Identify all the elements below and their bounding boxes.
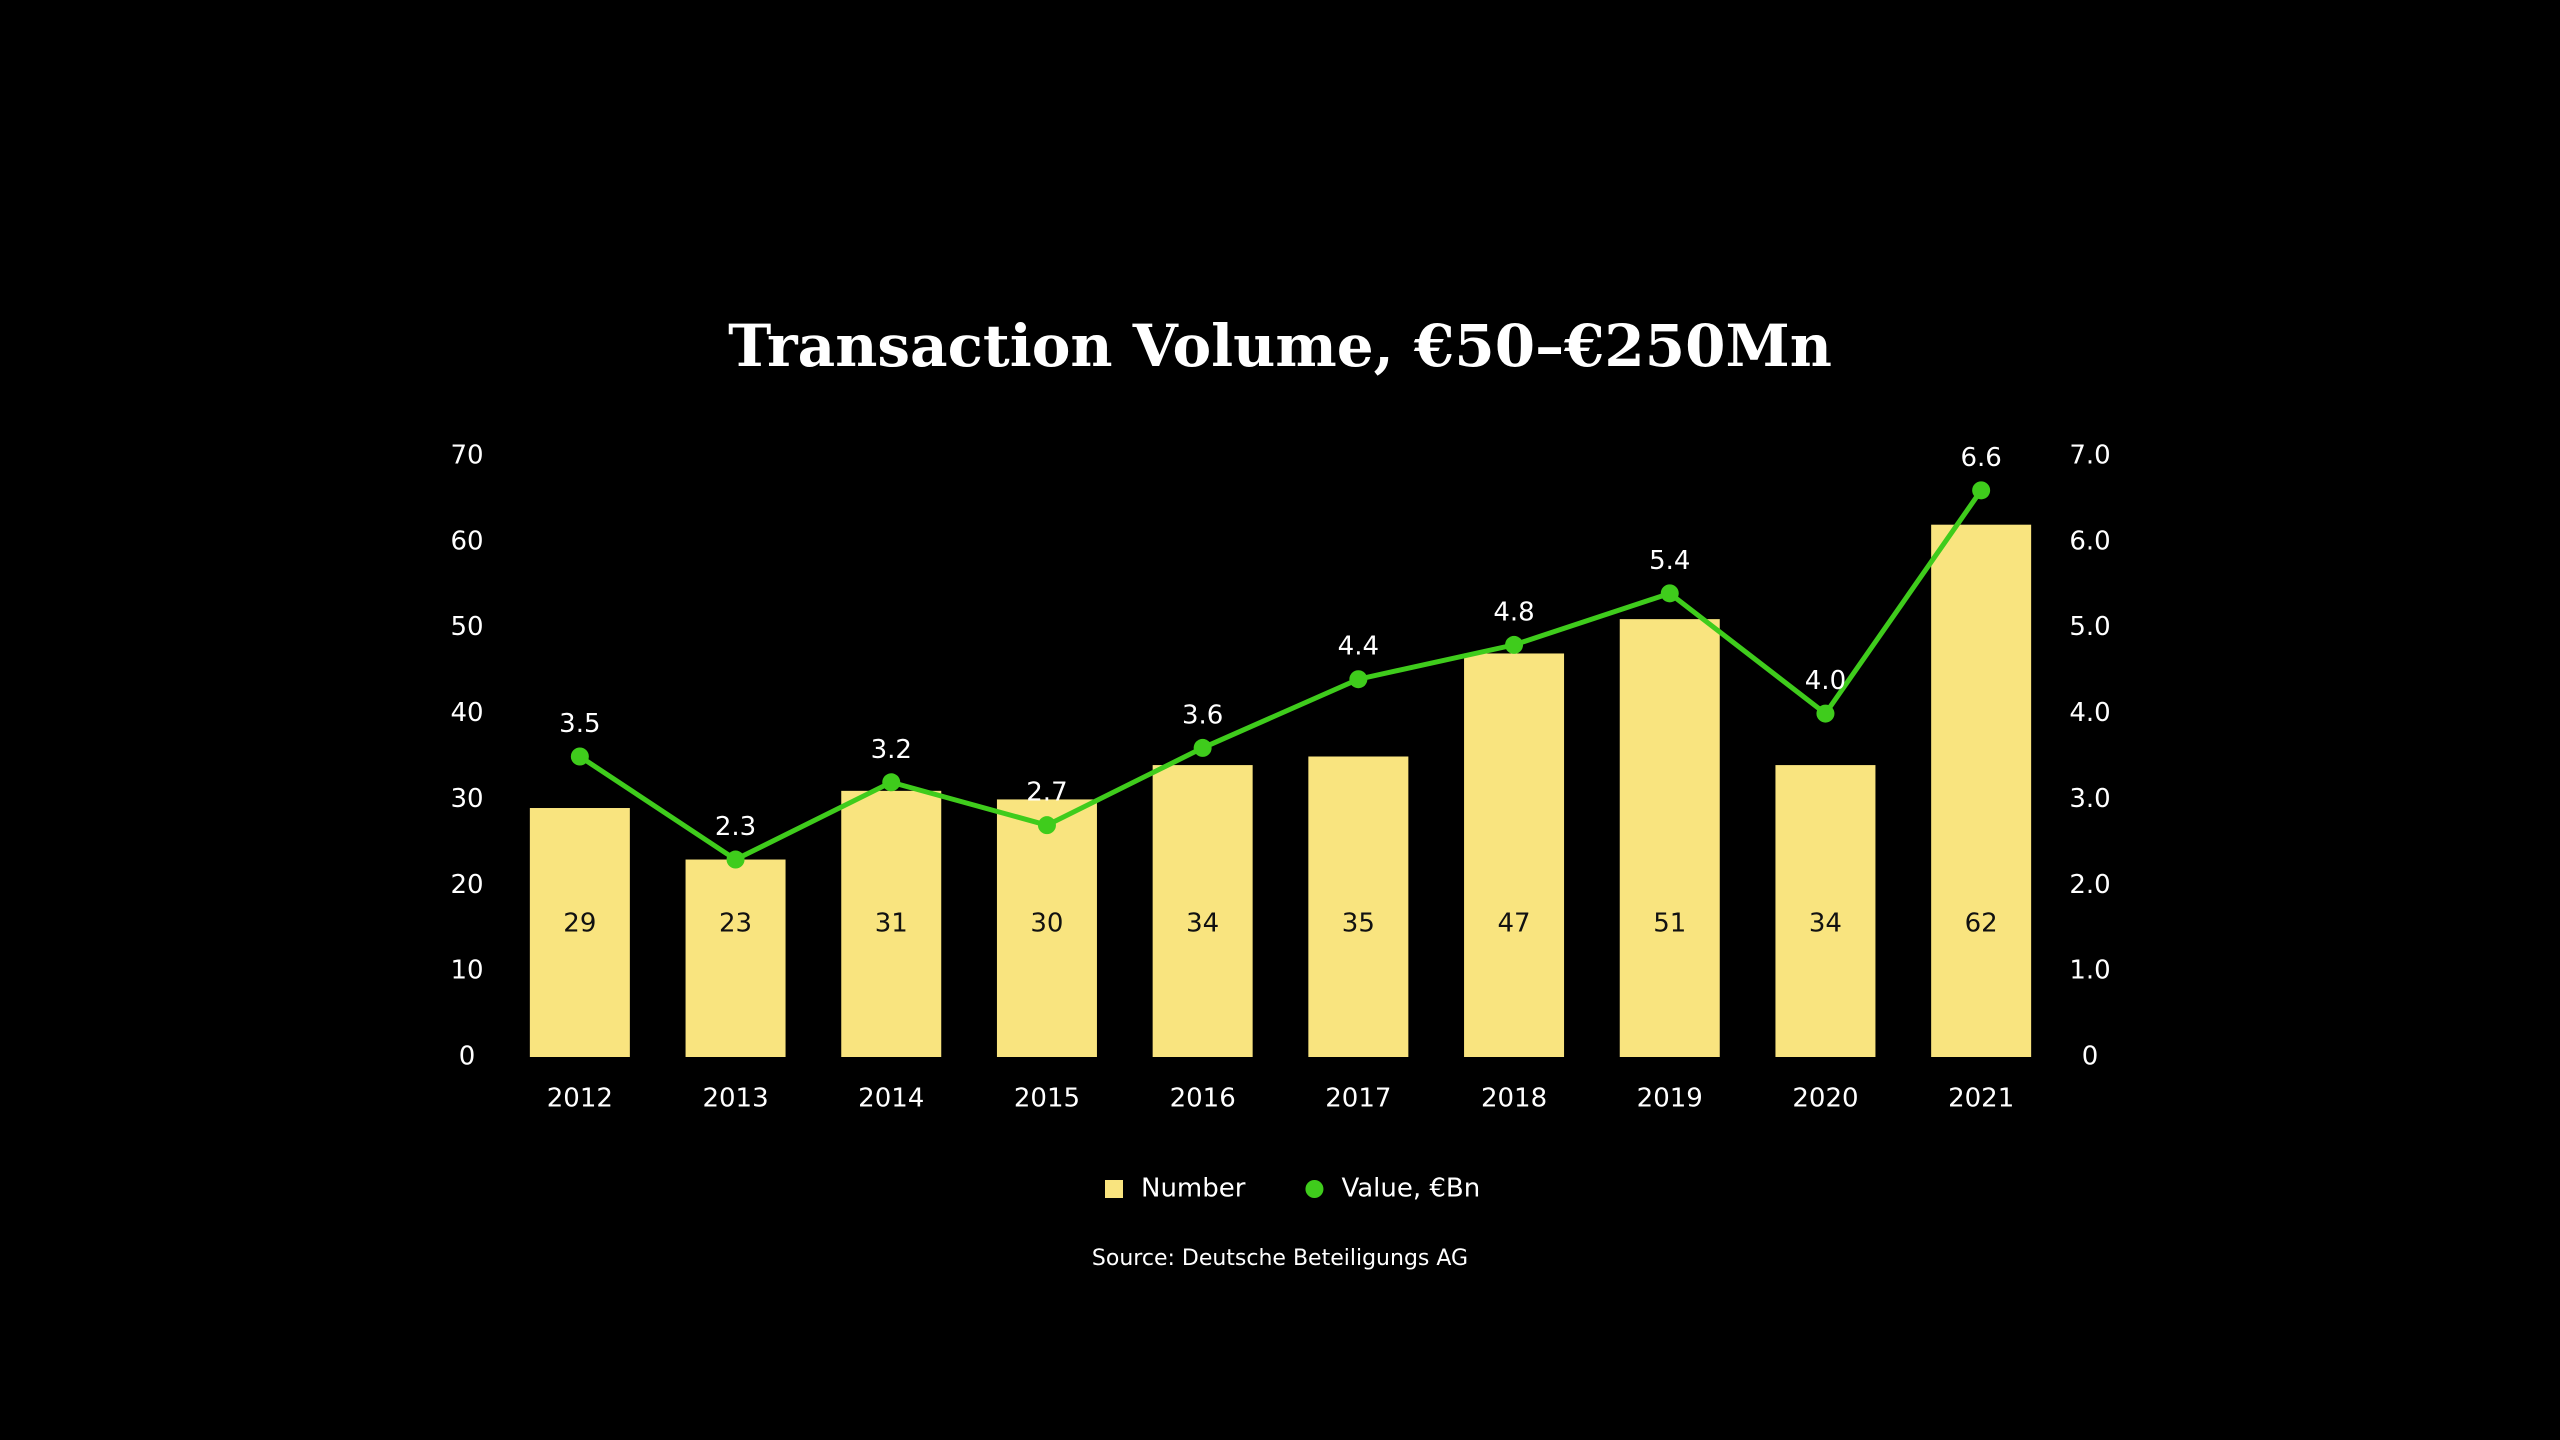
chart-title: Transaction Volume, €50–€250Mn <box>728 312 1832 380</box>
data-label: 51 <box>1653 909 1686 939</box>
bar <box>685 859 786 1057</box>
y2-tick-label: 1.0 <box>2069 956 2110 986</box>
data-label: 4.8 <box>1493 597 1534 627</box>
legend-label: Value, €Bn <box>1341 1174 1480 1204</box>
legend-swatch <box>1105 1180 1123 1198</box>
data-label: 29 <box>563 909 596 939</box>
bar <box>529 808 630 1057</box>
point <box>1660 584 1679 603</box>
data-label: 2.7 <box>1026 778 1067 808</box>
x-tick-label: 2014 <box>858 1084 924 1114</box>
point <box>1193 738 1212 757</box>
point <box>882 773 901 792</box>
data-label: 23 <box>719 909 752 939</box>
data-label: 3.6 <box>1182 700 1223 730</box>
point <box>1349 670 1368 689</box>
y2-tick-label: 4.0 <box>2069 698 2110 728</box>
y-tick-label: 10 <box>450 956 483 986</box>
data-label: 31 <box>875 909 908 939</box>
bar <box>996 799 1097 1057</box>
y2-tick-label: 5.0 <box>2069 612 2110 642</box>
point <box>1037 816 1056 835</box>
x-tick-label: 2012 <box>547 1084 613 1114</box>
data-label: 5.4 <box>1649 546 1690 576</box>
data-label: 4.0 <box>1805 666 1846 696</box>
x-tick-label: 2021 <box>1948 1084 2014 1114</box>
point <box>1816 704 1835 723</box>
x-tick-label: 2015 <box>1014 1084 1080 1114</box>
point <box>1505 635 1524 654</box>
source: Source: Deutsche Beteiligungs AG <box>1092 1246 1468 1271</box>
bar <box>1931 524 2032 1057</box>
data-label: 47 <box>1498 909 1531 939</box>
data-label: 30 <box>1030 909 1063 939</box>
data-label: 34 <box>1186 909 1219 939</box>
x-tick-label: 2019 <box>1637 1084 1703 1114</box>
line <box>578 488 1984 863</box>
bar <box>1775 765 1876 1057</box>
y-tick-label: 40 <box>450 698 483 728</box>
x-tick-label: 2018 <box>1481 1084 1547 1114</box>
y2-tick-label: 6.0 <box>2069 526 2110 556</box>
bar <box>1464 653 1565 1057</box>
point <box>726 850 745 869</box>
point <box>1972 481 1991 500</box>
data-label: 3.5 <box>559 709 600 739</box>
y2-tick-label: 2.0 <box>2069 870 2110 900</box>
x-tick-label: 2020 <box>1792 1084 1858 1114</box>
data-label: 62 <box>1965 909 1998 939</box>
bar <box>841 790 942 1057</box>
bar <box>1619 619 1720 1057</box>
y-tick-label: 70 <box>450 441 483 471</box>
y-tick-label: 30 <box>450 784 483 814</box>
data-label: 35 <box>1342 909 1375 939</box>
point <box>570 747 589 766</box>
data-label: 2.3 <box>715 812 756 842</box>
y2-tick-label: 7.0 <box>2069 441 2110 471</box>
data-label: 6.6 <box>1960 443 2001 473</box>
x-tick-label: 2016 <box>1170 1084 1236 1114</box>
bar <box>1308 756 1409 1057</box>
x-tick-label: 2013 <box>702 1084 768 1114</box>
bar <box>1152 765 1253 1057</box>
y-tick-label: 0 <box>459 1042 476 1072</box>
legend-swatch <box>1305 1180 1324 1198</box>
y-tick-label: 50 <box>450 612 483 642</box>
data-label: 34 <box>1809 909 1842 939</box>
y-tick-label: 60 <box>450 526 483 556</box>
data-label: 4.4 <box>1338 632 1379 662</box>
y2-tick-label: 0 <box>2082 1042 2099 1072</box>
y-tick-label: 20 <box>450 870 483 900</box>
x-tick-label: 2017 <box>1325 1084 1391 1114</box>
data-label: 3.2 <box>871 735 912 765</box>
legend-label: Number <box>1141 1174 1246 1204</box>
y2-tick-label: 3.0 <box>2069 784 2110 814</box>
